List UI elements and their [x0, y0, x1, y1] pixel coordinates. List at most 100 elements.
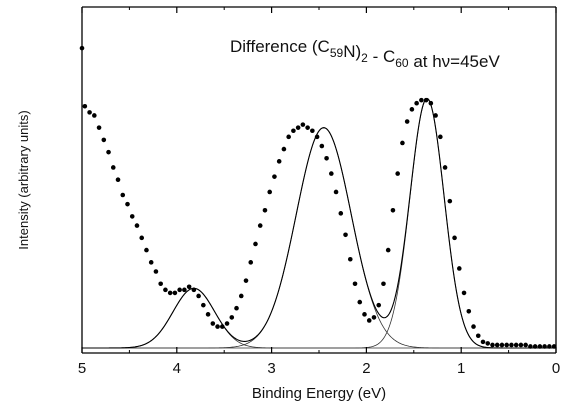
data-point: [295, 125, 301, 130]
data-point: [542, 344, 547, 349]
data-point: [243, 278, 249, 283]
data-point: [172, 290, 178, 296]
data-point: [466, 308, 472, 314]
data-point: [409, 107, 415, 112]
data-point: [191, 287, 197, 293]
data-point: [120, 192, 126, 198]
data-point: [343, 232, 348, 238]
data-point: [523, 342, 528, 348]
data-point: [92, 113, 97, 118]
data-point: [229, 315, 235, 320]
data-point: [338, 211, 344, 216]
data-point: [400, 140, 405, 146]
data-point: [395, 171, 400, 176]
data-point: [305, 125, 310, 130]
x-axis-title: Binding Energy (eV): [252, 385, 386, 402]
data-point: [419, 97, 424, 103]
data-point: [167, 290, 173, 296]
data-point: [110, 165, 116, 170]
data-point: [276, 159, 282, 164]
annotation-text: - C: [368, 47, 395, 66]
x-axis-ticks: 5 4 3 2 1 0: [78, 7, 560, 377]
data-point: [499, 342, 505, 348]
data-point: [87, 110, 92, 115]
data-point: [447, 198, 453, 204]
data-point: [457, 266, 462, 271]
data-point: [196, 293, 201, 299]
x-tick-label: 0: [552, 360, 560, 377]
data-point: [490, 342, 495, 348]
data-point: [438, 134, 443, 140]
data-point: [509, 342, 514, 348]
data-point: [376, 302, 382, 308]
data-point: [433, 113, 438, 118]
data-points: [79, 45, 557, 349]
data-point: [101, 137, 107, 143]
data-point: [504, 342, 510, 348]
data-point: [551, 344, 557, 349]
data-point: [134, 223, 140, 228]
data-point: [485, 341, 491, 346]
data-point: [248, 260, 254, 265]
data-point: [452, 235, 457, 241]
data-point: [205, 312, 211, 317]
data-point: [139, 235, 145, 241]
x-tick-label: 3: [267, 360, 275, 377]
data-point: [272, 174, 277, 179]
data-point: [144, 247, 149, 253]
data-point: [390, 208, 396, 213]
data-point: [253, 241, 258, 247]
fit-envelope-curve: [82, 97, 556, 349]
data-point: [267, 189, 273, 195]
data-point: [210, 321, 216, 326]
data-point: [314, 134, 320, 140]
x-tick-label: 2: [362, 360, 370, 377]
data-point: [324, 155, 329, 161]
data-point: [428, 100, 434, 106]
data-point: [352, 281, 358, 287]
data-point: [177, 287, 182, 293]
data-point: [82, 103, 88, 109]
data-point: [115, 177, 121, 182]
annotation-subscript: 60: [395, 56, 409, 70]
data-point: [310, 128, 315, 134]
data-point: [182, 287, 187, 293]
annotation-text: Difference (C: [230, 37, 330, 56]
data-point: [471, 324, 476, 329]
data-point: [319, 143, 325, 149]
data-point: [234, 305, 239, 311]
data-point: [220, 324, 225, 329]
data-point: [153, 269, 159, 274]
data-point: [547, 344, 552, 349]
data-point: [158, 281, 163, 287]
data-point: [257, 223, 263, 228]
chart-annotation: Difference (C59N)2 - C60 at hν=45eV: [230, 37, 500, 71]
data-point: [291, 128, 296, 134]
data-point: [186, 284, 192, 290]
data-point: [532, 344, 538, 349]
data-point: [300, 122, 306, 127]
data-point: [281, 146, 287, 152]
data-point: [404, 119, 410, 124]
data-point: [381, 281, 386, 287]
data-point: [414, 100, 419, 106]
data-point: [215, 324, 220, 329]
data-point: [79, 45, 85, 51]
data-point: [262, 208, 268, 213]
annotation-subscript: 2: [361, 51, 368, 65]
annotation-subscript: 59: [330, 46, 344, 60]
data-point: [357, 299, 363, 305]
annotation-text: N): [343, 42, 361, 61]
data-point: [333, 189, 339, 195]
data-point: [475, 333, 481, 339]
data-point: [286, 134, 291, 140]
data-point: [347, 256, 353, 262]
data-point: [201, 302, 206, 308]
data-point: [148, 260, 154, 265]
data-point: [442, 165, 448, 170]
data-point: [461, 290, 467, 296]
data-point: [96, 125, 102, 130]
data-point: [224, 321, 230, 326]
data-point: [371, 315, 377, 320]
